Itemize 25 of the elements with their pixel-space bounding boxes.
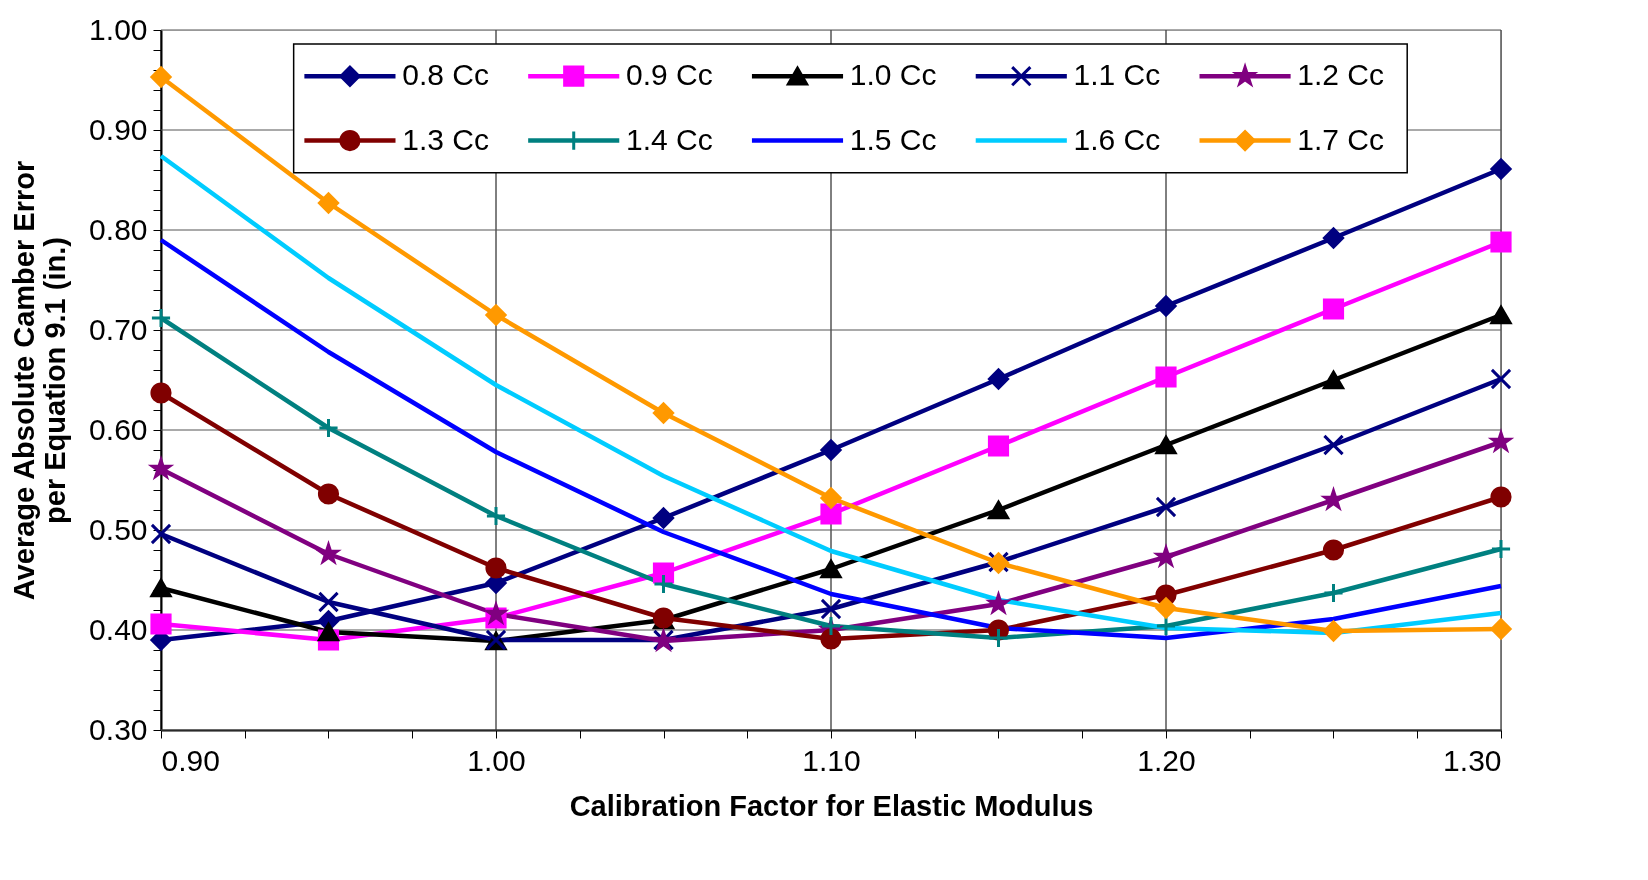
x-tick-label: 1.00 [467, 743, 526, 777]
y-tick-label: 0.70 [89, 312, 148, 346]
legend-label: 0.8 Cc [402, 58, 489, 92]
y-tick-label: 0.90 [89, 112, 148, 146]
y-tick-label: 0.50 [89, 512, 148, 546]
legend-label: 1.6 Cc [1073, 122, 1161, 156]
y-tick-label: 0.80 [89, 212, 148, 246]
y-tick-label: 0.30 [89, 712, 148, 746]
legend-label: 1.0 Cc [849, 58, 937, 92]
legend-label: 1.3 Cc [402, 122, 489, 156]
y-tick-label: 1.00 [89, 12, 148, 46]
legend-label: 1.7 Cc [1297, 122, 1385, 156]
x-tick-label: 1.30 [1443, 743, 1502, 777]
legend-label: 1.4 Cc [625, 122, 713, 156]
y-tick-label: 0.60 [89, 412, 148, 446]
x-tick-label: 1.10 [802, 743, 861, 777]
y-tick-label: 0.40 [89, 612, 148, 646]
legend-label: 1.1 Cc [1073, 58, 1161, 92]
legend-label: 1.2 Cc [1297, 58, 1385, 92]
y-axis-title: Average Absolute Camber Error per Equation 9.1 (in.) [8, 160, 72, 601]
legend-label: 1.5 Cc [849, 122, 937, 156]
x-tick-label: 1.20 [1137, 743, 1196, 777]
x-tick-label: 0.90 [161, 743, 220, 777]
legend-label: 0.9 Cc [625, 58, 713, 92]
x-axis-title: Calibration Factor for Elastic Modulus [569, 789, 1094, 822]
